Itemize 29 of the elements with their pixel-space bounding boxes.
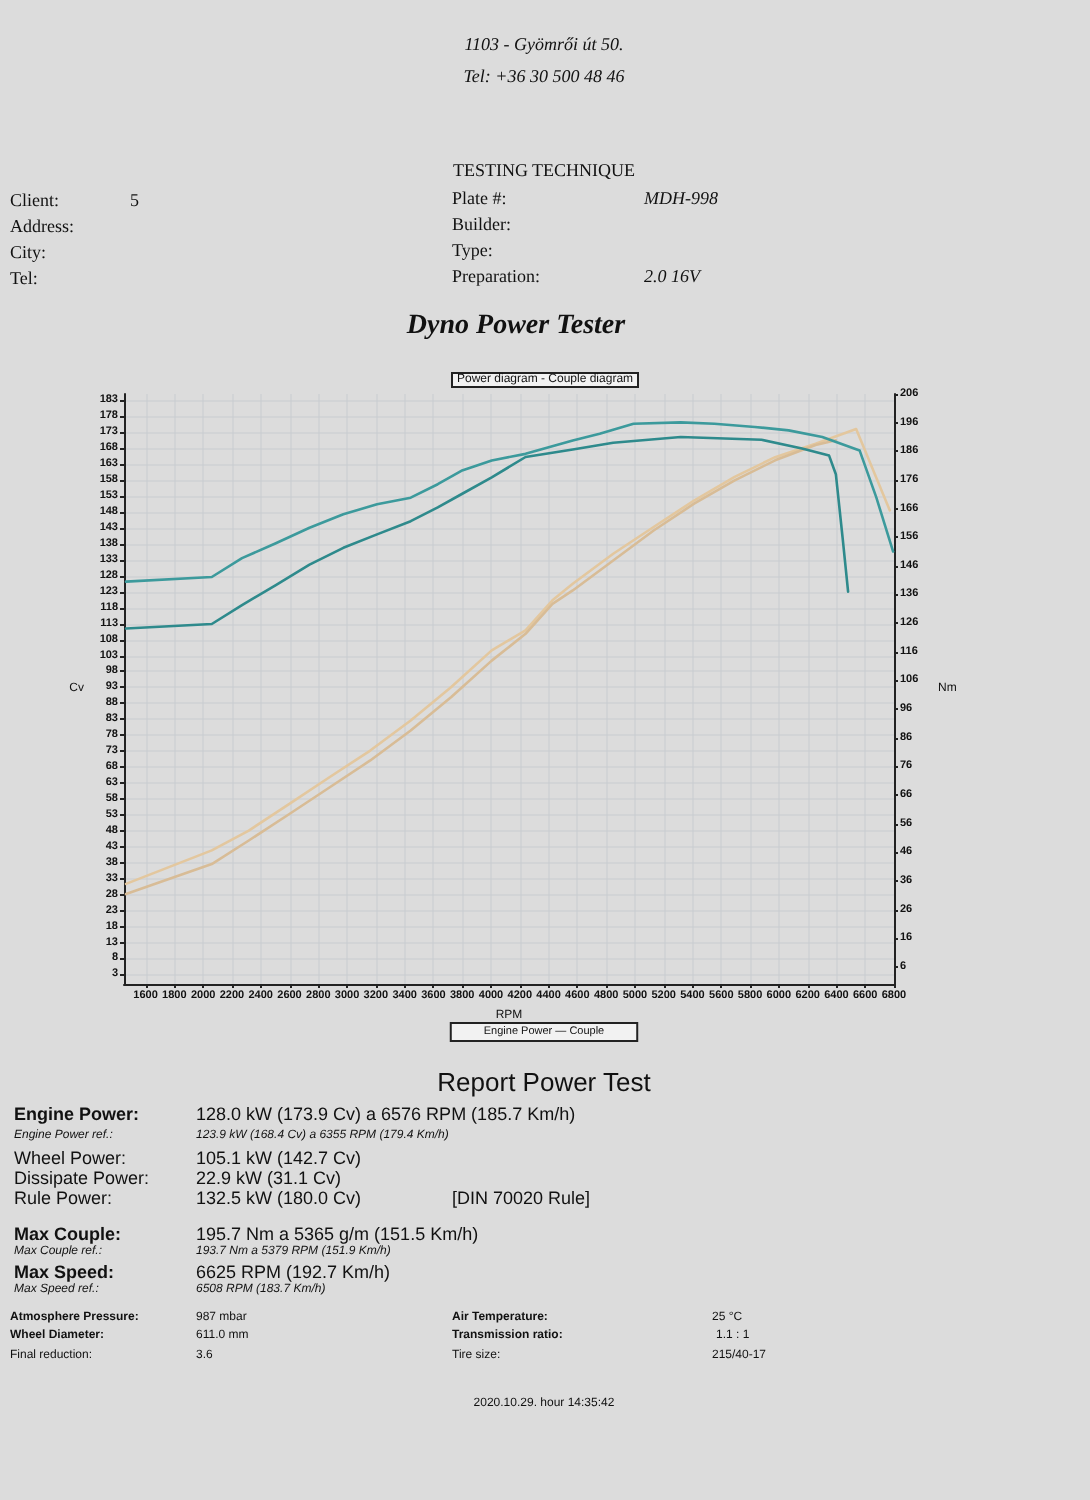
text: Tel: +36 30 500 48 46 (463, 66, 626, 86)
text: Max Couple: (14, 1224, 122, 1244)
text: Report Power Test (437, 1067, 652, 1097)
text: Rule Power: (14, 1188, 113, 1208)
text: MDH-998 (642, 188, 719, 208)
text: 195.7 Nm a 5365 g/m (151.5 Km/h) (196, 1224, 479, 1244)
text: TESTING TECHNIQUE (452, 160, 637, 180)
text: Client: (10, 190, 59, 210)
text: Dissipate Power: (14, 1168, 150, 1188)
text: 128.0 kW (173.9 Cv) a 6576 RPM (185.7 Km/h) (196, 1104, 576, 1124)
text: 132.5 kW (180.0 Cv) (196, 1188, 362, 1208)
text: 105.1 kW (142.7 Cv) (196, 1148, 362, 1168)
text: Tel: (10, 268, 38, 288)
text: Preparation: (452, 266, 540, 286)
text: Dyno Power Tester (404, 311, 627, 341)
text: Type: (452, 240, 493, 260)
text: 1103 - Gyömrői út 50. (464, 34, 624, 54)
text: 2.0 16V (644, 266, 703, 286)
text: Max Speed: (14, 1262, 115, 1282)
text: 22.9 kW (31.1 Cv) (196, 1168, 342, 1188)
text: Builder: (452, 214, 511, 234)
text: Engine Power: (14, 1104, 140, 1124)
text: Plate #: (452, 188, 507, 208)
text: City: (10, 242, 47, 262)
text: 6625 RPM (192.7 Km/h) (196, 1262, 391, 1282)
text: [DIN 70020 Rule] (452, 1188, 591, 1208)
text: Address: (10, 216, 74, 236)
text: 5 (130, 190, 140, 210)
text: Wheel Power: (14, 1148, 127, 1168)
